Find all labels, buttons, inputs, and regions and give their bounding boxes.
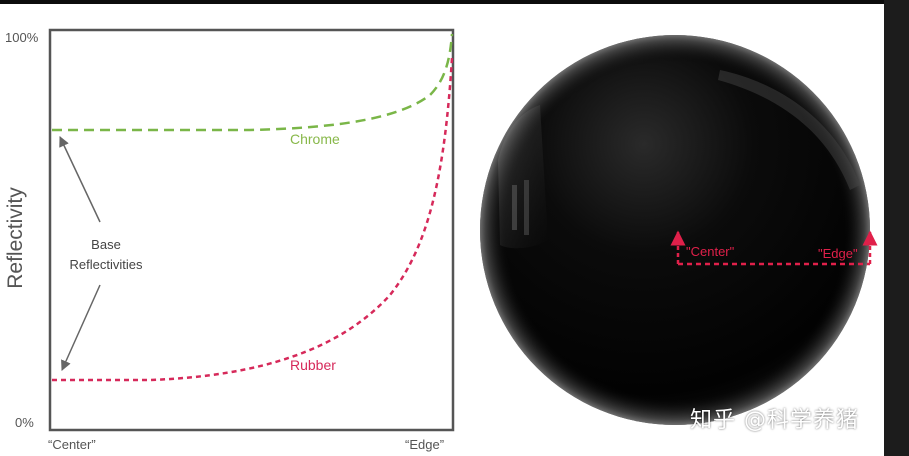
rubber-label: Rubber: [290, 357, 336, 373]
rubber-curve: [52, 57, 454, 382]
sphere-edge-label: "Edge": [818, 246, 858, 261]
plot-frame: [48, 28, 455, 432]
sphere-markers: [670, 230, 878, 266]
chrome-label: Chrome: [290, 131, 340, 147]
y-top-label: 100%: [5, 30, 39, 45]
annotation-arrow-rubber: [61, 284, 101, 371]
x-left-label: “Center”: [48, 437, 96, 452]
right-edge-strip: [884, 0, 909, 456]
x-right-label: “Edge”: [405, 437, 444, 452]
chrome-curve: [52, 33, 454, 132]
y-bottom-label: 0%: [15, 415, 34, 430]
annotation-line1: Base: [91, 237, 121, 252]
black-sphere: [480, 35, 870, 425]
watermark-text: 知乎 @科学养猪: [690, 408, 859, 433]
sphere-center-label: "Center": [686, 244, 735, 259]
annotation-arrow-chrome: [59, 136, 101, 223]
y-axis-label: Reflectivity: [4, 187, 27, 289]
annotation-line2: Reflectivities: [70, 257, 143, 272]
top-border: [0, 0, 909, 4]
